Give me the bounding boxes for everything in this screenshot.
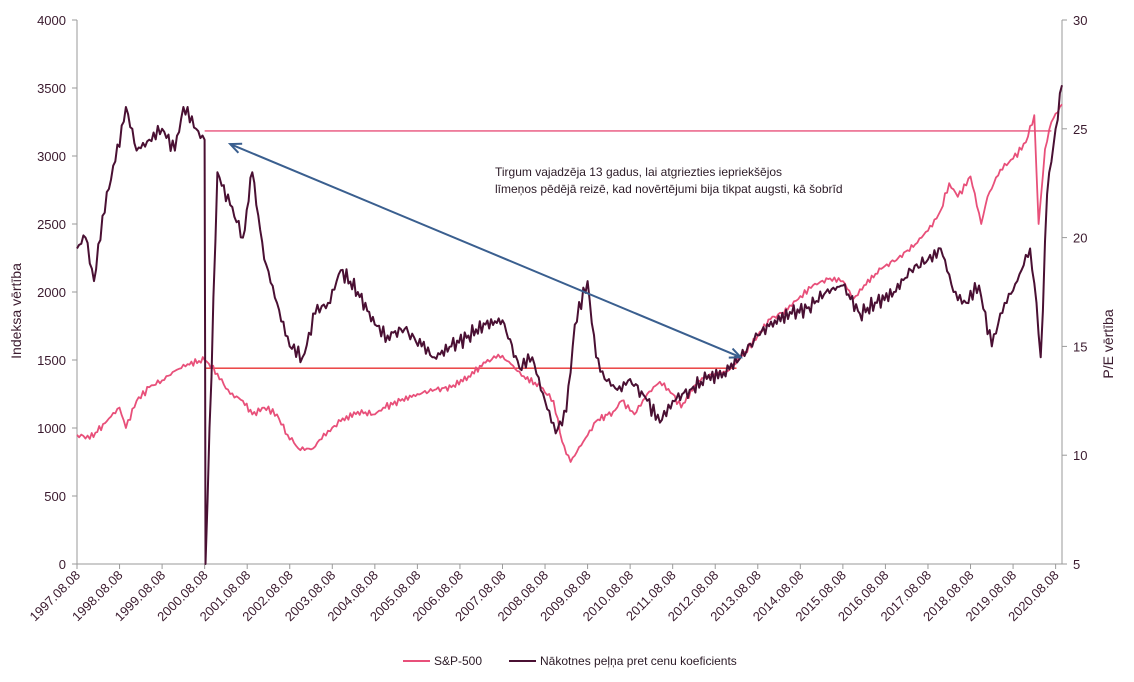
y-tick-right-label: 25 bbox=[1073, 122, 1087, 137]
chart-axes: 0 500 1000 1500 2000 2500 3000 3500 4000 5 10 15 20 2… bbox=[26, 13, 1087, 624]
annotation-line-2: līmeņos pēdējā reizē, kad novērtējumi bi… bbox=[495, 182, 843, 196]
y-axis-title-right: P/E vērtība bbox=[1100, 309, 1116, 378]
reference-lines bbox=[204, 130, 1052, 369]
series-sp500-line bbox=[76, 103, 1063, 463]
y-tick-right-label: 5 bbox=[1073, 557, 1080, 572]
series-layer bbox=[76, 85, 1063, 565]
y-tick-left-label: 3000 bbox=[37, 149, 66, 164]
y-tick-left-label: 3500 bbox=[37, 81, 66, 96]
legend-label-sp500: S&P-500 bbox=[434, 654, 482, 668]
y-tick-left-label: 2000 bbox=[37, 285, 66, 300]
y-axis-title-left: Indeksa vērtība bbox=[8, 263, 24, 359]
legend: S&P-500 Nākotnes peļņa pret cenu koefici… bbox=[403, 654, 737, 668]
y-tick-right-label: 20 bbox=[1073, 231, 1087, 246]
y-tick-left-label: 1500 bbox=[37, 353, 66, 368]
y-tick-right-label: 30 bbox=[1073, 13, 1087, 28]
y-tick-left-label: 2500 bbox=[37, 217, 66, 232]
annotation-arrow-layer bbox=[227, 142, 744, 359]
y-tick-left-label: 500 bbox=[44, 489, 66, 504]
legend-label-pe: Nākotnes peļņa pret cenu koeficients bbox=[540, 654, 737, 668]
y-tick-left-label: 0 bbox=[59, 557, 66, 572]
annotation-arrow-head-start bbox=[227, 142, 243, 154]
annotation-arrow-shaft bbox=[229, 143, 742, 359]
y-tick-right-label: 15 bbox=[1073, 339, 1087, 354]
series-pe-line bbox=[76, 85, 1063, 565]
y-tick-left-label: 4000 bbox=[37, 13, 66, 28]
y-tick-left-label: 1000 bbox=[37, 421, 66, 436]
y-tick-right-label: 10 bbox=[1073, 448, 1087, 463]
annotation-arrow-head-end bbox=[728, 347, 744, 359]
annotation-line-1: Tirgum vajadzēja 13 gadus, lai atgriezti… bbox=[495, 165, 782, 179]
annotation-text: Tirgum vajadzēja 13 gadus, lai atgriezti… bbox=[495, 165, 843, 196]
